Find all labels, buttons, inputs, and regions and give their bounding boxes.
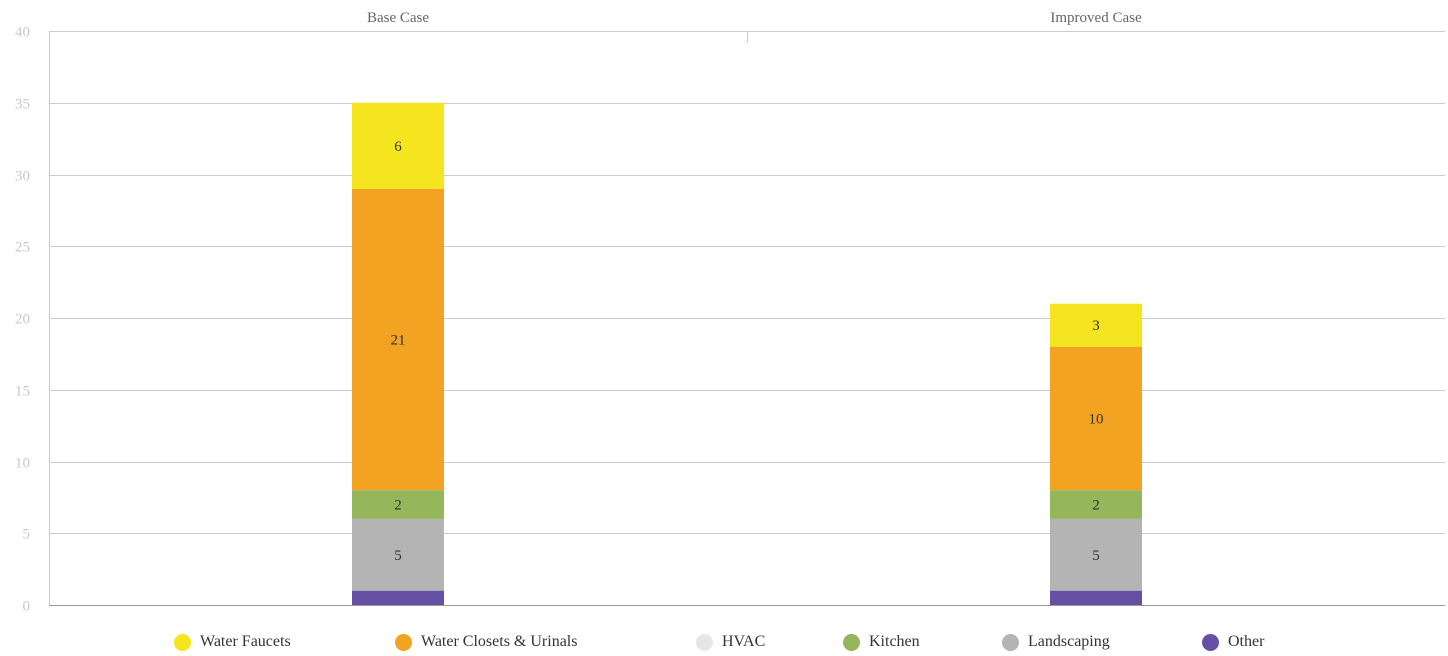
- legend-swatch: [174, 633, 191, 651]
- legend-swatch: [1202, 633, 1219, 651]
- bar-segment: [1050, 490, 1142, 519]
- category-label: Base Case: [367, 10, 429, 26]
- bar-segment: [352, 518, 444, 591]
- y-tick-label: 20: [15, 312, 30, 328]
- category-label: Improved Case: [1050, 10, 1142, 26]
- bar-segment: [1050, 346, 1142, 491]
- legend-label: Water Closets & Urinals: [421, 633, 578, 650]
- y-tick-label: 30: [15, 169, 30, 185]
- legend-item[interactable]: Other: [1202, 628, 1264, 656]
- legend-item[interactable]: Kitchen: [843, 628, 920, 656]
- chart-legend: Water Faucets Water Closets & Urinals HVAC…: [0, 628, 1448, 656]
- legend-swatch: [696, 633, 713, 651]
- data-label: 21: [391, 333, 406, 349]
- legend-swatch: [395, 633, 412, 651]
- legend-label: HVAC: [722, 633, 766, 650]
- legend-item[interactable]: Water Faucets: [174, 628, 291, 656]
- y-tick-label: 0: [23, 599, 31, 615]
- y-tick-label: 25: [15, 240, 30, 256]
- y-tick-label: 40: [15, 25, 30, 41]
- bar-segment: [352, 102, 444, 189]
- bar-segment: [1050, 590, 1142, 605]
- bar-segment: [352, 490, 444, 519]
- legend-label: Landscaping: [1028, 633, 1110, 650]
- y-tick-label: 35: [15, 97, 30, 113]
- bar-segment: [1050, 303, 1142, 347]
- legend-swatch: [843, 633, 860, 651]
- bar-segment: [352, 188, 444, 491]
- y-tick-label: 5: [23, 527, 31, 543]
- legend-label: Kitchen: [869, 633, 920, 650]
- legend-item[interactable]: HVAC: [696, 628, 765, 656]
- bar-segment: [1050, 518, 1142, 591]
- data-label: 10: [1089, 411, 1104, 427]
- y-tick-label: 15: [15, 384, 30, 400]
- legend-swatch: [1002, 633, 1019, 651]
- legend-label: Water Faucets: [200, 633, 291, 650]
- data-label: 2: [1092, 498, 1100, 514]
- data-label: 3: [1092, 318, 1100, 334]
- legend-item[interactable]: Water Closets & Urinals: [395, 628, 577, 656]
- y-tick-label: 10: [15, 456, 30, 472]
- data-label: 2: [394, 498, 402, 514]
- data-label: 6: [394, 139, 402, 155]
- data-label: 5: [1092, 548, 1100, 564]
- data-label: 5: [394, 548, 402, 564]
- legend-item[interactable]: Landscaping: [1002, 628, 1110, 656]
- legend-label: Other: [1228, 633, 1265, 650]
- bar-segment: [352, 590, 444, 605]
